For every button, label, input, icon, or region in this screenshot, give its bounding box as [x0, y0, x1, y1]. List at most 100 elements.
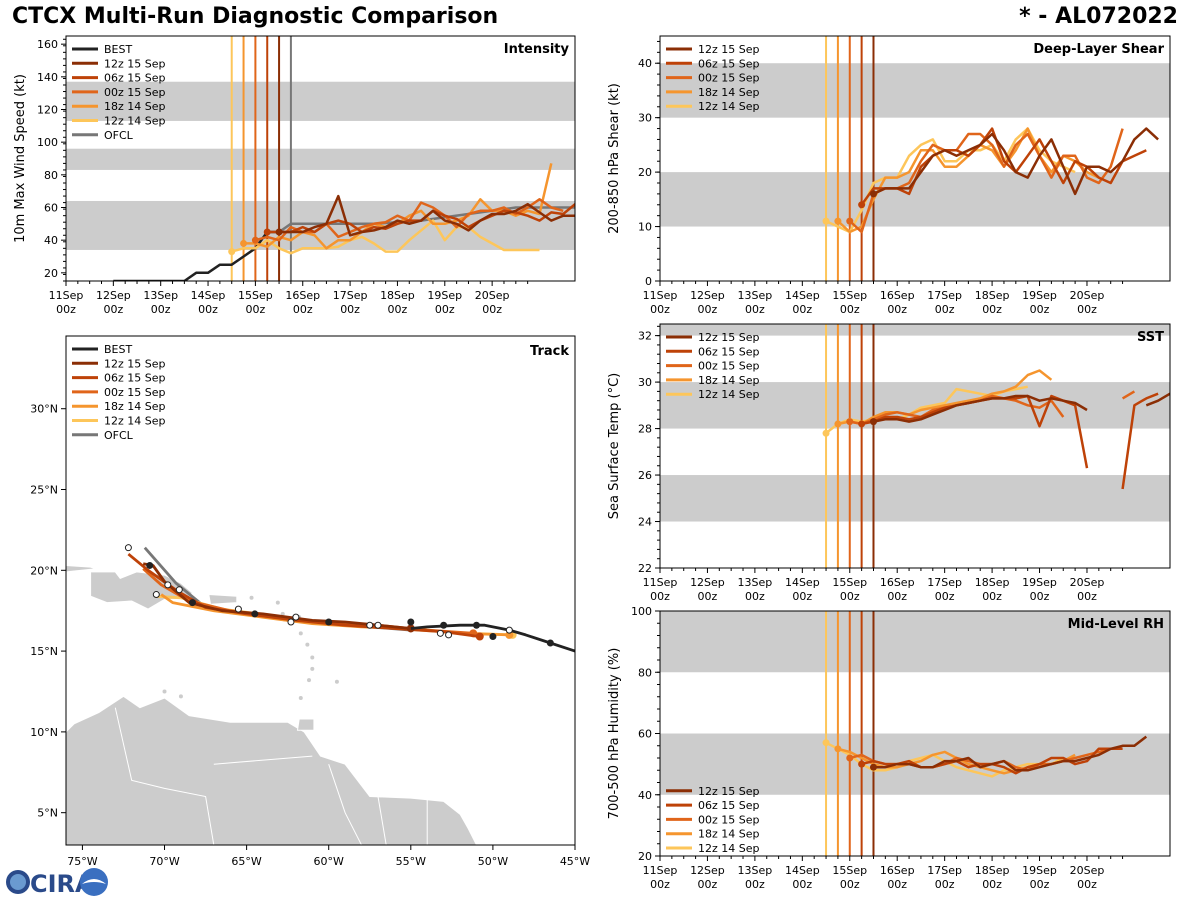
series-start-marker: [251, 236, 259, 244]
series-start-marker: [275, 228, 283, 236]
y-tick-label: 60: [638, 728, 652, 741]
series-start-marker: [858, 760, 866, 768]
x-tick-label: 19Sep: [427, 289, 462, 302]
series-start-marker: [834, 420, 842, 428]
y-tick-label: 25°N: [30, 484, 58, 497]
island-dot: [275, 600, 280, 605]
legend-label: 06z 15 Sep: [698, 57, 760, 70]
y-tick-label: 28: [638, 423, 652, 436]
x-tick-label-hour: 00z: [745, 303, 765, 316]
panel-title: SST: [1137, 330, 1164, 345]
legend-label: 18z 14 Sep: [698, 374, 760, 387]
series-line: [231, 219, 540, 255]
x-tick-label: 20Sep: [475, 289, 510, 302]
panel-title: Intensity: [504, 42, 570, 57]
x-tick-label: 45°W: [560, 855, 590, 868]
jamaica-land: [50, 595, 63, 606]
legend-label: 12z 15 Sep: [698, 43, 760, 56]
track-open-marker: [124, 544, 132, 552]
x-tick-label: 14Sep: [785, 289, 820, 302]
y-tick-label: 140: [37, 71, 58, 84]
x-tick-label: 18Sep: [975, 864, 1010, 877]
track-open-marker: [234, 605, 242, 613]
cira-logo: CIRA: [6, 868, 108, 898]
y-tick-label: 20: [638, 166, 652, 179]
country-border: [114, 707, 215, 845]
panel-title: Deep-Layer Shear: [1033, 42, 1164, 57]
legend-label: 00z 15 Sep: [698, 813, 760, 826]
legend-label: 12z 14 Sep: [698, 388, 760, 401]
series-start-marker: [846, 418, 854, 426]
legend-label: OFCL: [104, 429, 134, 442]
x-tick-label-hour: 00z: [745, 590, 765, 603]
legend-label: 18z 14 Sep: [104, 100, 166, 113]
panel-sst: 22242628303211Sep00z12Sep00z13Sep00z14Se…: [607, 323, 1171, 603]
x-tick-label: 14Sep: [785, 864, 820, 877]
x-tick-label: 70°W: [149, 855, 179, 868]
y-tick-label: 5°N: [37, 807, 58, 820]
x-tick-label: 17Sep: [927, 864, 962, 877]
series-line: [873, 392, 1170, 423]
x-tick-label: 75°W: [67, 855, 97, 868]
y-tick-label: 40: [638, 57, 652, 70]
panel-track: 75°W 70°W 65°W 60°W 55°W 50°W 45°W 5°N 10°N 15°N 2…: [30, 335, 590, 868]
legend-label: 12z 15 Sep: [698, 331, 760, 344]
track-point-marker: [546, 639, 554, 647]
x-tick-label-hour: 00z: [698, 590, 718, 603]
country-border: [213, 755, 313, 765]
shaded-band: [660, 324, 1170, 336]
series-start-marker: [834, 745, 842, 753]
series-start-marker: [240, 239, 248, 247]
x-tick-label-hour: 00z: [982, 590, 1002, 603]
land-group: [50, 564, 478, 845]
island-dot: [162, 689, 167, 694]
series-start-marker: [869, 418, 877, 426]
track-open-marker: [374, 621, 382, 629]
x-tick-label-hour: 00z: [698, 878, 718, 891]
x-tick-label: 17Sep: [333, 289, 368, 302]
island-dot: [298, 695, 303, 700]
series-line: [279, 194, 575, 237]
x-tick-label: 20Sep: [1070, 576, 1105, 589]
series-start-marker: [846, 754, 854, 762]
x-tick-label-hour: 00z: [1030, 303, 1050, 316]
island-dot: [249, 595, 254, 600]
track-point-marker: [440, 621, 448, 629]
series-group: [822, 369, 1170, 490]
shaded-band: [660, 611, 1170, 673]
x-tick-label-hour: 00z: [840, 878, 860, 891]
x-tick-label-hour: 00z: [482, 303, 502, 316]
x-tick-label: 16Sep: [880, 289, 915, 302]
y-tick-label: 160: [37, 38, 58, 51]
x-tick-label-hour: 00z: [246, 303, 266, 316]
x-tick-label: 15Sep: [832, 289, 867, 302]
y-tick-label: 120: [37, 104, 58, 117]
island-dot: [178, 694, 183, 699]
y-tick-label: 30: [638, 376, 652, 389]
y-axis-label: 700-500 hPa Humidity (%): [607, 648, 622, 820]
axes-frame: [65, 335, 576, 846]
series-start-marker: [822, 217, 830, 225]
series-line: [872, 127, 1159, 196]
legend-label: 06z 15 Sep: [104, 72, 166, 85]
x-tick-label: 50°W: [478, 855, 508, 868]
trinidad-land: [296, 718, 315, 731]
y-tick-label: 80: [44, 169, 58, 182]
x-tick-label: 13Sep: [738, 576, 773, 589]
shaded-band: [66, 81, 575, 121]
axes-frame: [659, 323, 1171, 569]
y-axis-label: 10m Max Wind Speed (kt): [13, 74, 28, 243]
track-start-marker: [475, 632, 484, 641]
page-title: CTCX Multi-Run Diagnostic Comparison: [12, 4, 499, 29]
storm-id: * - AL072022: [1019, 4, 1178, 29]
x-tick-label: 16Sep: [880, 576, 915, 589]
series-start-marker: [822, 429, 830, 437]
x-tick-label: 16Sep: [285, 289, 320, 302]
x-tick-label: 15Sep: [238, 289, 273, 302]
x-tick-label-hour: 00z: [1077, 878, 1097, 891]
track-point-marker: [472, 621, 480, 629]
x-tick-label-hour: 00z: [650, 590, 670, 603]
series-group: [113, 163, 575, 281]
x-tick-label: 13Sep: [143, 289, 178, 302]
